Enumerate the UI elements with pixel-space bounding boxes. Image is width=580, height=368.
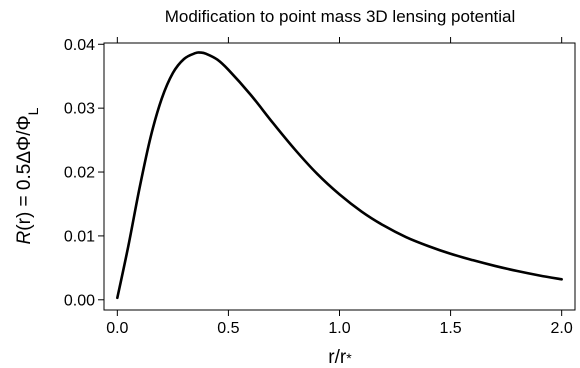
x-tick-label: 0.0 [106,320,128,337]
x-axis-title: r/r* [328,347,352,368]
x-tick-label: 0.5 [217,320,239,337]
y-tick-label: 0.02 [64,165,95,182]
x-tick-label: 2.0 [551,320,573,337]
x-axis-bottom: 0.0 0.5 1.0 1.5 2.0 [106,310,573,337]
series-line [116,51,563,300]
y-tick-label: 0.01 [64,228,95,245]
y-axis: 0.00 0.01 0.02 0.03 0.04 [64,37,104,309]
x-tick-label: 1.5 [439,320,461,337]
x-tick-label: 1.0 [328,320,350,337]
chart-title: Modification to point mass 3D lensing po… [165,7,516,26]
y-tick-label: 0.04 [64,37,95,54]
x-axis-top [116,37,563,43]
plot-frame [103,42,576,311]
y-axis-title: R(r) = 0.5ΔΦ/ΦL [14,107,41,244]
y-tick-label: 0.03 [64,101,95,118]
y-tick-label: 0.00 [64,292,95,309]
